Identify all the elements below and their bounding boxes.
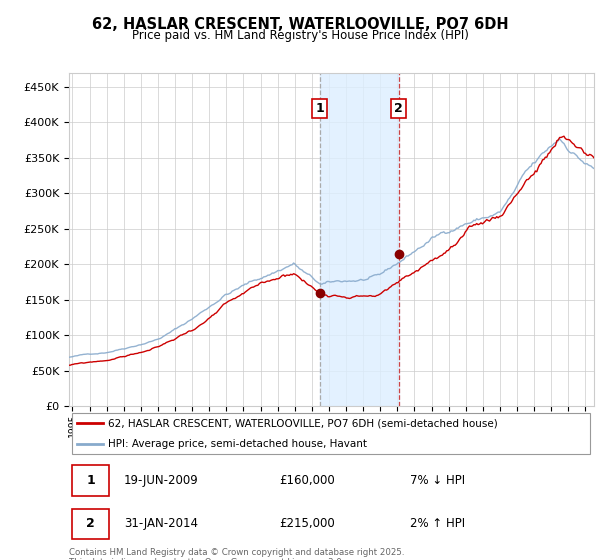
Bar [71,465,109,496]
Text: £215,000: £215,000 [279,517,335,530]
Text: 2: 2 [86,517,95,530]
Text: 1: 1 [316,102,324,115]
Text: 62, HASLAR CRESCENT, WATERLOOVILLE, PO7 6DH (semi-detached house): 62, HASLAR CRESCENT, WATERLOOVILLE, PO7 … [109,418,498,428]
Text: Price paid vs. HM Land Registry's House Price Index (HPI): Price paid vs. HM Land Registry's House … [131,29,469,42]
Text: 62, HASLAR CRESCENT, WATERLOOVILLE, PO7 6DH: 62, HASLAR CRESCENT, WATERLOOVILLE, PO7 … [92,17,508,32]
Text: 2% ↑ HPI: 2% ↑ HPI [410,517,466,530]
Text: HPI: Average price, semi-detached house, Havant: HPI: Average price, semi-detached house,… [109,438,367,449]
Text: 2: 2 [394,102,403,115]
Text: 19-JUN-2009: 19-JUN-2009 [124,474,199,487]
Text: Contains HM Land Registry data © Crown copyright and database right 2025.
This d: Contains HM Land Registry data © Crown c… [69,548,404,560]
Text: £160,000: £160,000 [279,474,335,487]
Text: 1: 1 [86,474,95,487]
FancyBboxPatch shape [71,413,590,454]
Bar [320,73,399,406]
Bar [71,508,109,539]
Text: 7% ↓ HPI: 7% ↓ HPI [410,474,466,487]
Text: 31-JAN-2014: 31-JAN-2014 [124,517,198,530]
